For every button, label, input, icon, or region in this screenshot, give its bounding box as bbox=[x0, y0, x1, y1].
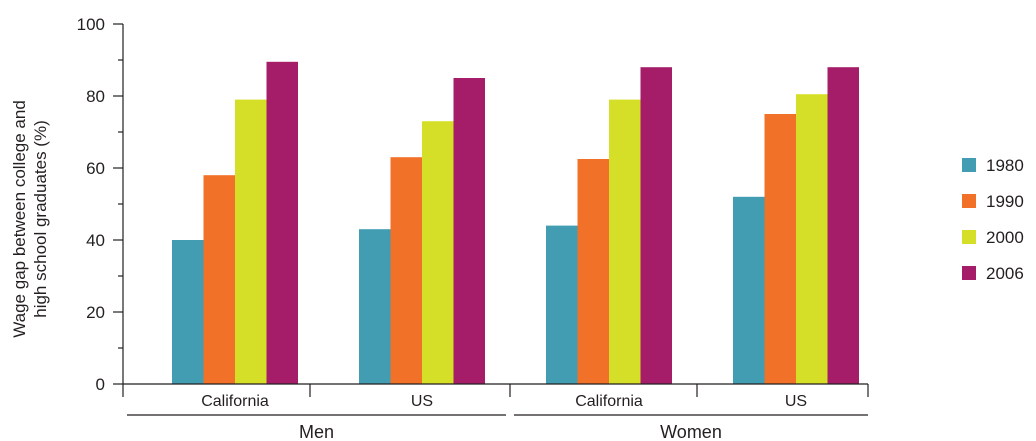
legend-label-2006: 2006 bbox=[986, 264, 1024, 283]
x-category-label: California bbox=[201, 393, 269, 410]
bar-2006-1 bbox=[266, 61, 298, 385]
y-tick-label: 100 bbox=[77, 15, 105, 34]
bar-1990-2 bbox=[390, 157, 422, 384]
y-axis-label-line-1: Wage gap between college and bbox=[10, 100, 29, 338]
bar-2000-3 bbox=[609, 99, 641, 384]
x-group-label: Men bbox=[299, 422, 334, 441]
bar-1980-2 bbox=[359, 229, 391, 384]
x-category-label: US bbox=[785, 393, 807, 410]
bar-1990-4 bbox=[764, 114, 796, 384]
y-axis-label-line-2: high school graduates (%) bbox=[31, 120, 50, 318]
y-tick-label: 80 bbox=[86, 87, 105, 106]
bar-1990-1 bbox=[203, 175, 235, 384]
bar-2006-4 bbox=[827, 67, 859, 384]
y-tick-label: 20 bbox=[86, 303, 105, 322]
bars-layer bbox=[172, 61, 859, 385]
bar-2000-4 bbox=[796, 94, 828, 384]
bar-2006-2 bbox=[453, 78, 485, 384]
legend: 1980 1990 2000 2006 bbox=[962, 156, 1024, 283]
legend-swatch-1990 bbox=[962, 194, 976, 208]
legend-swatch-2000 bbox=[962, 230, 976, 244]
bar-2000-2 bbox=[422, 121, 454, 384]
bar-1980-3 bbox=[546, 225, 578, 384]
x-category-label: California bbox=[575, 393, 643, 410]
bar-1980-1 bbox=[172, 240, 204, 384]
axes-layer: 0 20 40 60 80 100 California US California US Men W… bbox=[77, 15, 869, 441]
y-tick-label: 60 bbox=[86, 159, 105, 178]
y-tick-label: 0 bbox=[96, 375, 105, 394]
legend-label-1990: 1990 bbox=[986, 192, 1024, 211]
y-tick-label: 40 bbox=[86, 231, 105, 250]
legend-swatch-2006 bbox=[962, 266, 976, 280]
bar-1990-3 bbox=[577, 159, 609, 384]
x-category-label: US bbox=[411, 393, 433, 410]
legend-swatch-1980 bbox=[962, 158, 976, 172]
bar-2006-3 bbox=[640, 67, 672, 384]
legend-label-1980: 1980 bbox=[986, 156, 1024, 175]
x-group-label: Women bbox=[660, 422, 722, 441]
bar-1980-4 bbox=[733, 196, 765, 384]
bar-2000-1 bbox=[235, 99, 267, 384]
legend-label-2000: 2000 bbox=[986, 228, 1024, 247]
